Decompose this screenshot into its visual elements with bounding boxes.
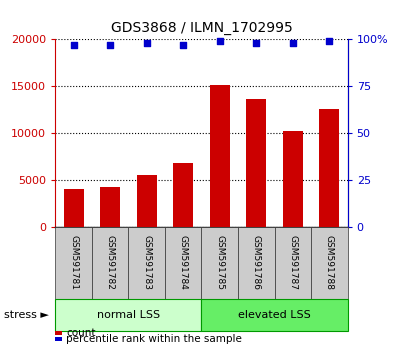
Bar [210, 85, 230, 227]
Bar [100, 187, 120, 227]
Bar [173, 163, 193, 227]
Text: percentile rank within the sample: percentile rank within the sample [66, 334, 242, 344]
Bar [64, 189, 84, 227]
Point [180, 42, 186, 47]
Point [290, 40, 296, 46]
Bar [319, 109, 339, 227]
Text: normal LSS: normal LSS [97, 310, 160, 320]
Point [70, 42, 77, 47]
Point [107, 42, 113, 47]
Text: GSM591786: GSM591786 [252, 235, 261, 290]
Text: elevated LSS: elevated LSS [238, 310, 311, 320]
Text: GSM591783: GSM591783 [142, 235, 151, 290]
Text: GSM591781: GSM591781 [69, 235, 78, 290]
Text: count: count [66, 328, 96, 338]
Text: stress ►: stress ► [4, 310, 49, 320]
Text: GSM591784: GSM591784 [179, 235, 188, 290]
Point [143, 40, 150, 46]
Text: GSM591785: GSM591785 [215, 235, 224, 290]
Point [253, 40, 260, 46]
Title: GDS3868 / ILMN_1702995: GDS3868 / ILMN_1702995 [111, 21, 292, 35]
Point [216, 38, 223, 44]
Text: GSM591787: GSM591787 [288, 235, 297, 290]
Text: GSM591788: GSM591788 [325, 235, 334, 290]
Text: GSM591782: GSM591782 [105, 235, 115, 290]
Bar [283, 131, 303, 227]
Bar [246, 99, 266, 227]
Bar [137, 175, 157, 227]
Point [326, 38, 333, 44]
